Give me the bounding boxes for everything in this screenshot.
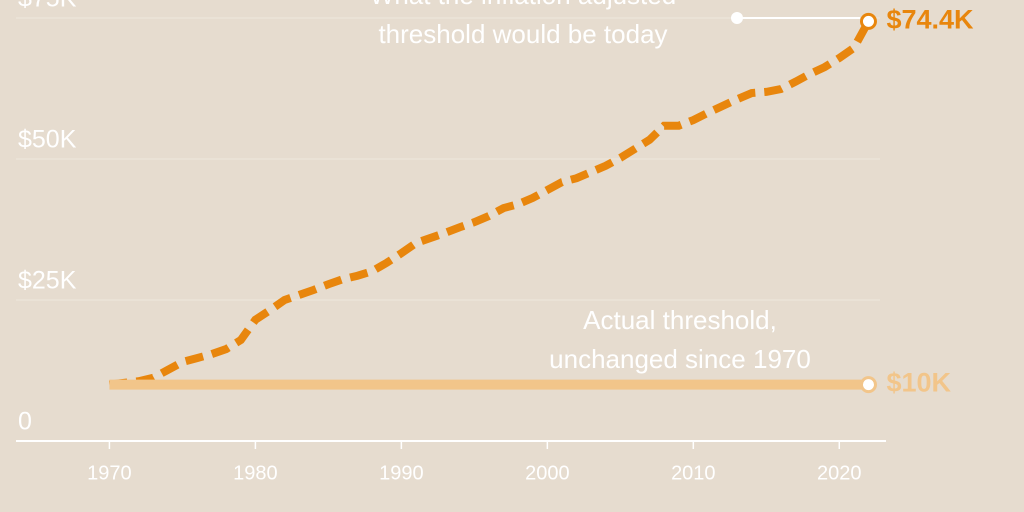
end-point [859,376,877,394]
x-tick-label: 1990 [379,462,424,484]
annotation: threshold would be today [378,19,667,49]
y-tick-label: $75K [18,0,77,13]
x-tick-label: 2020 [817,462,862,484]
series-line [108,19,872,389]
annotation-dot [731,12,743,24]
y-tick-label: $25K [18,267,77,295]
x-tick-label: 2010 [671,462,716,484]
x-tick-label: 1970 [87,462,132,484]
annotation: unchanged since 1970 [549,344,811,374]
annotation: What the inflation adjusted [370,0,676,10]
annotation: Actual threshold, [583,305,777,335]
x-tick-label: 1980 [233,462,278,484]
y-tick-label: $50K [18,126,77,154]
end-label: $10K [886,368,951,398]
y-tick-label: 0 [18,408,32,436]
end-point [859,12,877,30]
x-tick-label: 2000 [525,462,570,484]
end-label: $74.4K [886,5,974,35]
